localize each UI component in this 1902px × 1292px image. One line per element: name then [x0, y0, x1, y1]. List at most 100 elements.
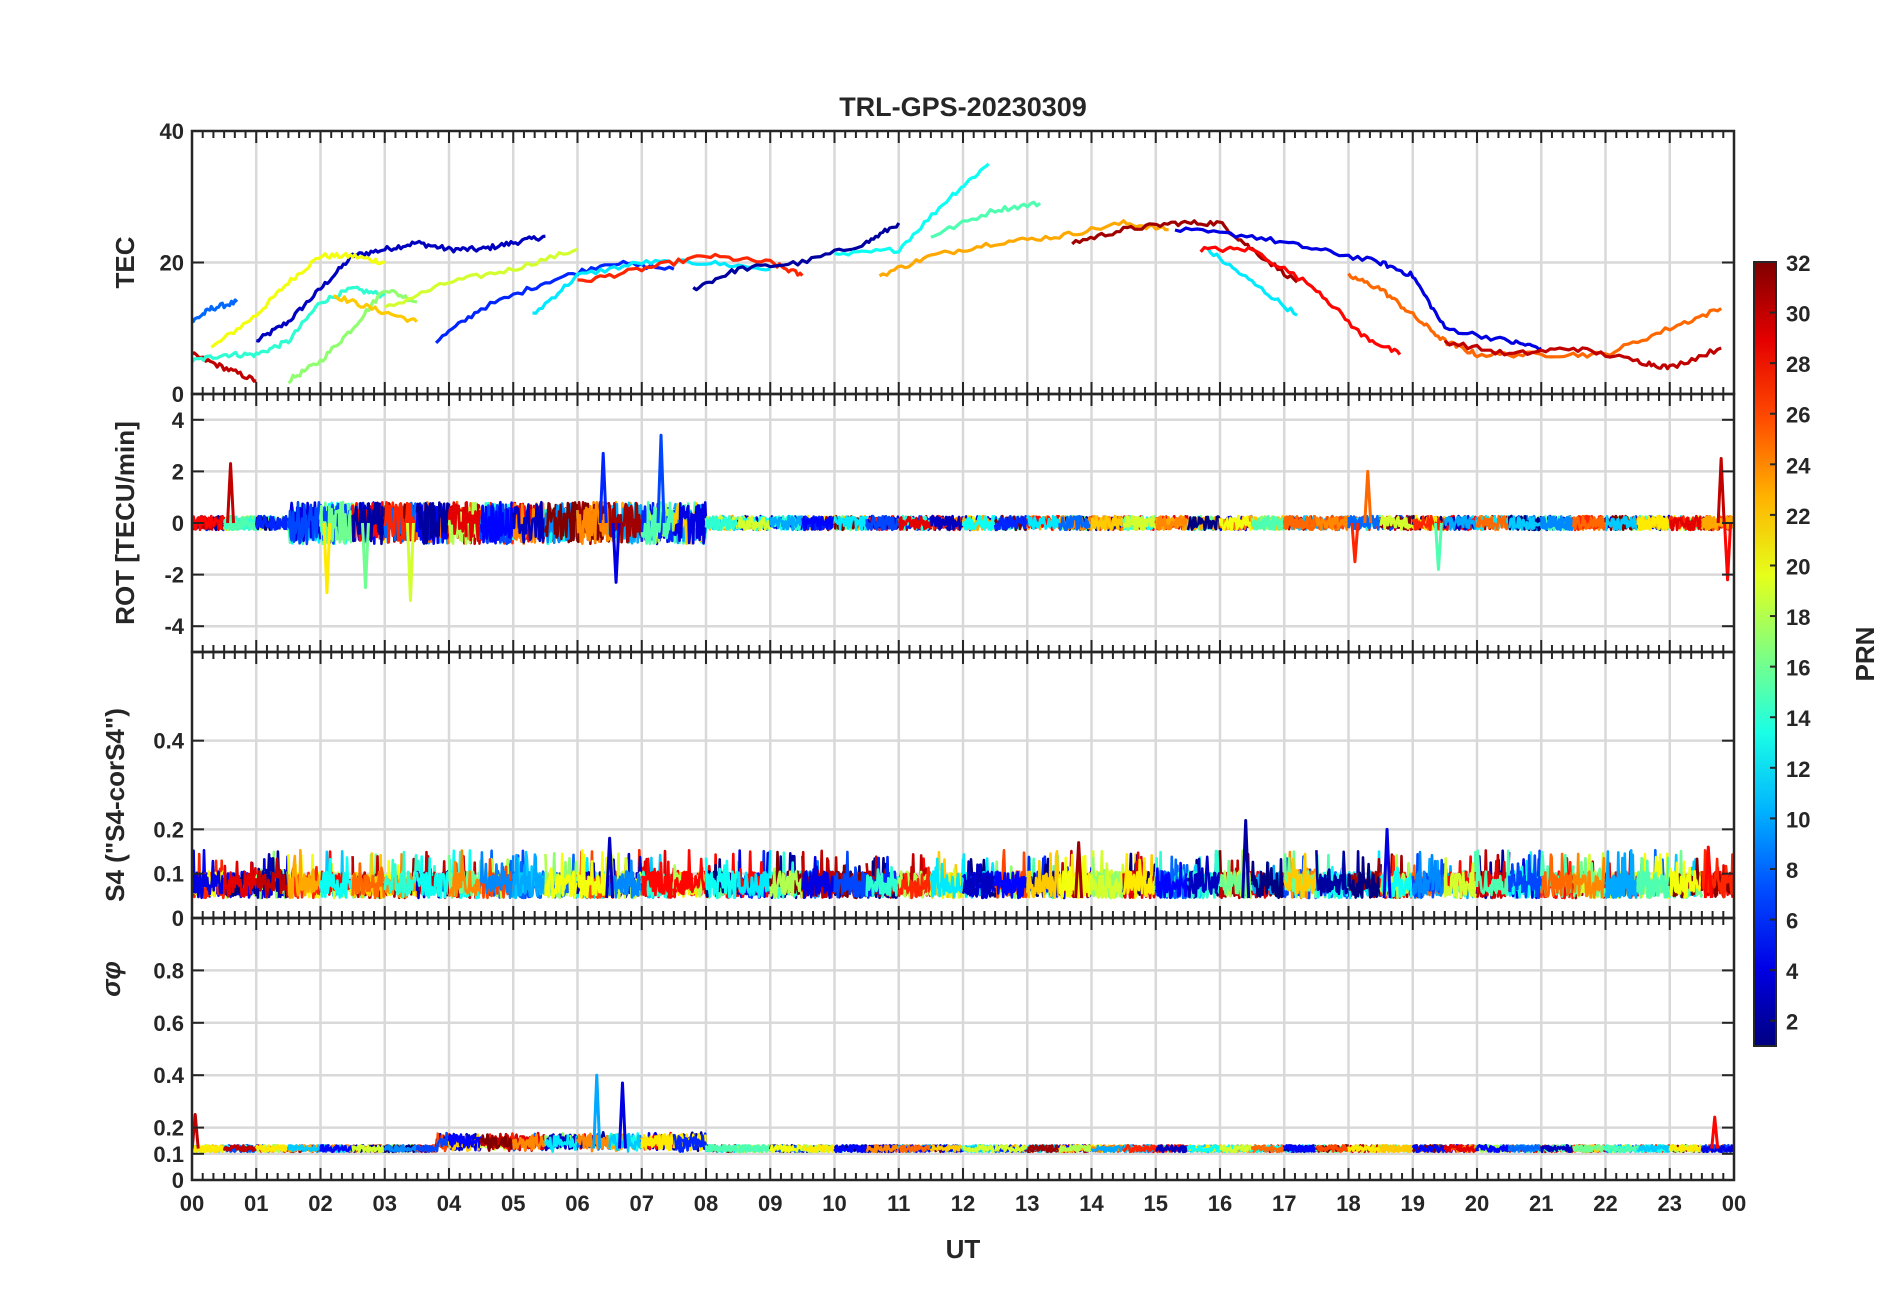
s4-trace-prn-9 — [608, 859, 644, 899]
tec-series-prn-12 — [532, 258, 771, 315]
panel-data-rot — [192, 433, 1734, 602]
s4-trace-prn-14 — [865, 865, 901, 899]
sigma-spike-prn-4 — [617, 1081, 627, 1149]
y-tick-label-sigma: 0.2 — [153, 1116, 184, 1141]
sigma-trace-prn-22 — [1379, 1144, 1414, 1154]
s4-spike-prn-31 — [1074, 841, 1084, 899]
s4-trace-prn-2 — [1315, 850, 1350, 897]
rot-trace-prn-6 — [993, 514, 1029, 532]
colorbar-tick-label: 30 — [1786, 302, 1810, 327]
s4-trace-prn-3 — [1186, 855, 1222, 899]
panel-ticks-tec — [191, 130, 1735, 395]
rot-trace-prn-10 — [769, 514, 804, 532]
y-tick-label-tec: 40 — [160, 119, 184, 144]
x-tick-label: 19 — [1401, 1191, 1425, 1216]
panel-grid-tec — [192, 131, 1734, 394]
rot-trace-prn-29 — [898, 515, 933, 531]
s4-trace-prn-12 — [736, 850, 772, 899]
x-tick-label: 14 — [1079, 1191, 1104, 1216]
y-tick-label-sigma: 0.1 — [153, 1142, 184, 1167]
s4-trace-prn-18 — [769, 867, 804, 899]
rot-trace-prn-24 — [1155, 515, 1190, 531]
y-tick-label-s4: 0 — [172, 906, 184, 931]
rot-trace-prn-4 — [672, 501, 708, 545]
x-tick-label: 10 — [822, 1191, 846, 1216]
rot-trace-prn-3 — [929, 514, 965, 531]
s4-trace-prn-5 — [993, 870, 1029, 900]
sigma-trace-prn-4 — [1700, 1144, 1734, 1153]
s4-trace-prn-18 — [1379, 852, 1415, 900]
sigma-trace-prn-24 — [512, 1133, 547, 1152]
sigma-trace-prn-15 — [1604, 1144, 1639, 1154]
sigma-trace-prn-19 — [962, 1144, 997, 1153]
rot-trace-prn-12 — [833, 515, 868, 532]
panel-tec: 0 20 40 TEC — [110, 119, 1736, 407]
y-tick-label-tec: 0 — [172, 382, 184, 407]
x-tick-label: 17 — [1272, 1191, 1296, 1216]
x-tick-label: 05 — [501, 1191, 525, 1216]
rot-spike-prn-16 — [360, 522, 370, 589]
sigma-trace-prn-21 — [1347, 1144, 1382, 1153]
sigma-trace-prn-19 — [1218, 1144, 1254, 1154]
sigma-trace-prn-16 — [1572, 1144, 1607, 1153]
s4-trace-prn-9 — [479, 850, 515, 899]
x-tick-label: 21 — [1529, 1191, 1553, 1216]
rot-trace-prn-16 — [319, 501, 354, 545]
rot-trace-prn-29 — [1668, 514, 1704, 532]
s4-trace-prn-27 — [897, 866, 933, 900]
s4-trace-prn-29 — [222, 860, 258, 898]
sigma-trace-prn-25 — [898, 1144, 933, 1154]
s4-trace-prn-10 — [1604, 851, 1639, 899]
panel-grid-sigma — [192, 918, 1734, 1180]
x-tick-label: 06 — [565, 1191, 589, 1216]
tec-series-prn-17 — [287, 289, 418, 385]
sigma-trace-prn-15 — [704, 1144, 739, 1153]
sigma-trace-prn-21 — [640, 1133, 676, 1152]
rot-trace-prn-5 — [801, 515, 836, 531]
tec-series-prn-30 — [192, 351, 257, 383]
tec-series-prn-13 — [834, 162, 990, 257]
sigma-trace-prn-3 — [1540, 1144, 1575, 1154]
s4-trace-prn-14 — [383, 850, 419, 899]
colorbar-tick-label: 10 — [1786, 807, 1810, 832]
panel-ticks-rot — [191, 394, 1735, 652]
rot-trace-prn-5 — [479, 500, 515, 545]
s4-trace-prn-15 — [1636, 856, 1672, 899]
rot-spike-prn-6 — [598, 451, 608, 524]
sigma-trace-prn-8 — [1507, 1144, 1542, 1154]
y-tick-label-s4: 0.2 — [153, 817, 184, 842]
rot-trace-prn-25 — [1283, 514, 1318, 531]
rot-trace-prn-25 — [1475, 514, 1511, 531]
sigma-trace-prn-20 — [769, 1144, 804, 1153]
rot-trace-prn-1 — [1186, 515, 1222, 532]
y-tick-label-rot: 0 — [172, 511, 184, 536]
sigma-trace-prn-19 — [994, 1144, 1028, 1153]
y-tick-label-rot: 4 — [172, 408, 185, 433]
y-tick-label-rot: -2 — [164, 563, 184, 588]
sigma-trace-prn-5 — [1411, 1144, 1447, 1154]
x-axis-label: UT — [946, 1234, 981, 1264]
x-tick-label: 12 — [951, 1191, 975, 1216]
panel-ticks-sigma — [191, 918, 1735, 1181]
s4-trace-prn-4 — [192, 849, 226, 900]
s4-trace-prn-7 — [1507, 849, 1543, 900]
s4-trace-prn-24 — [1572, 852, 1607, 900]
rot-trace-prn-24 — [576, 500, 611, 545]
colorbar-tick-label: 32 — [1786, 251, 1810, 276]
rot-spike-prn-15 — [1433, 522, 1443, 571]
y-axis-label-sigma: σφ — [96, 961, 126, 997]
sigma-trace-prn-15 — [736, 1144, 772, 1153]
rot-spike-prn-28 — [1723, 522, 1733, 582]
s4-trace-prn-5 — [1154, 861, 1190, 900]
s4-trace-prn-9 — [1411, 850, 1447, 899]
tec-series-prn-28 — [1199, 245, 1402, 356]
colorbar-tick-label: 22 — [1786, 504, 1810, 529]
s4-trace-prn-22 — [1283, 852, 1318, 898]
s4-trace-prn-20 — [1668, 860, 1704, 899]
s4-trace-prn-3 — [961, 860, 997, 900]
rot-spike-prn-7 — [656, 433, 666, 524]
tec-series-prn-2 — [692, 222, 901, 292]
colorbar-tick-label: 4 — [1786, 959, 1799, 984]
